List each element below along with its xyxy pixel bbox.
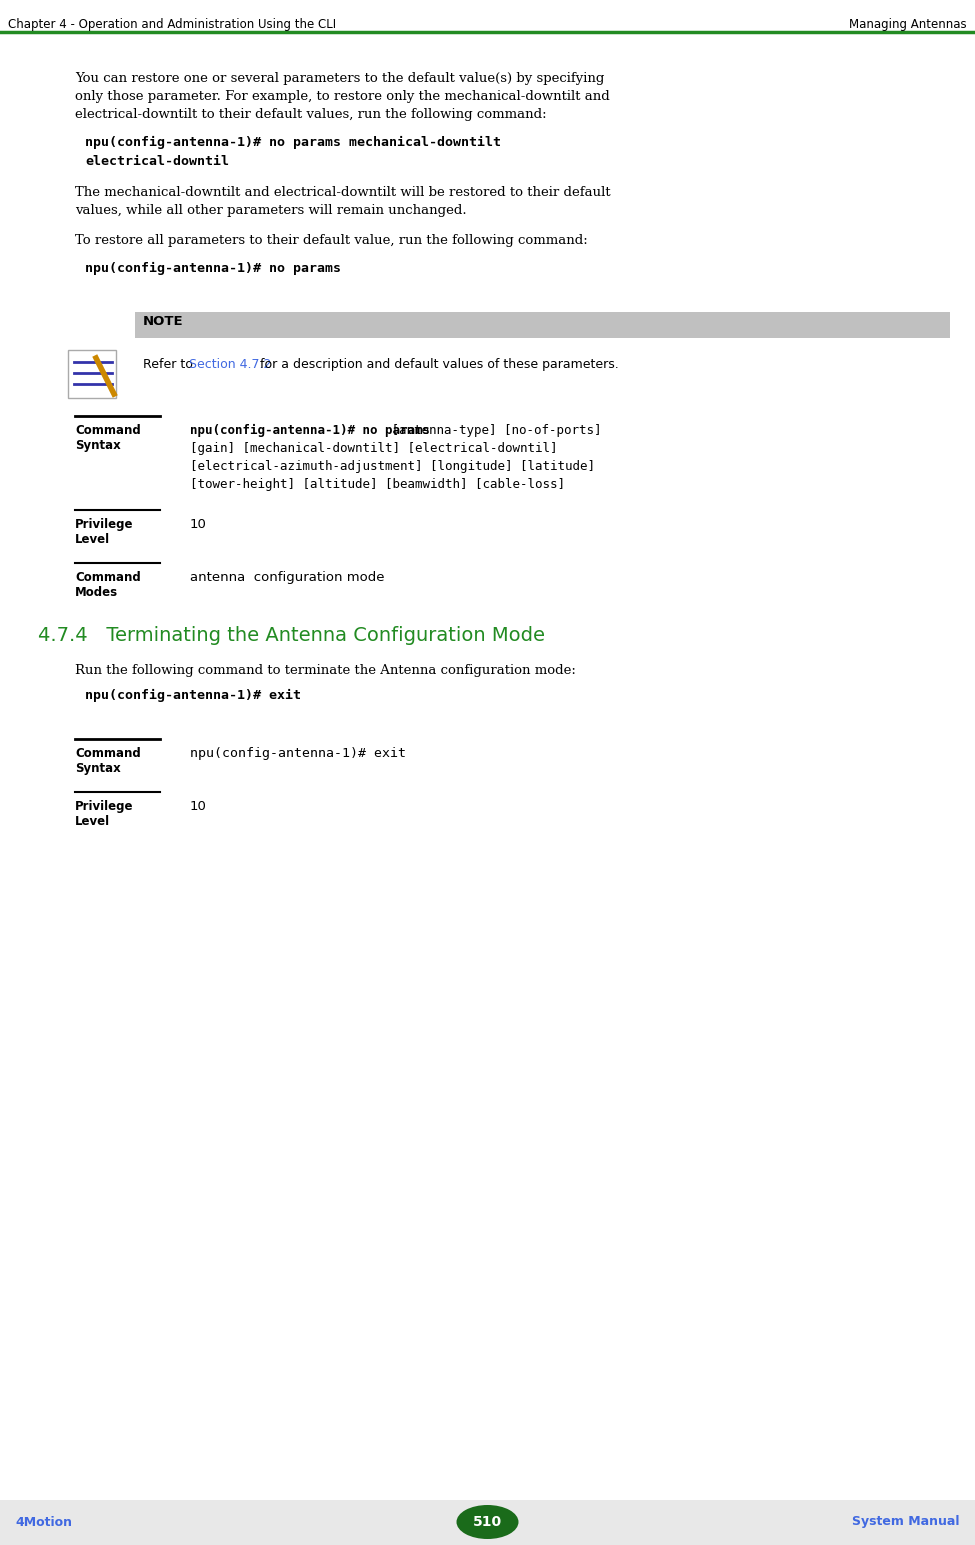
Ellipse shape — [456, 1505, 519, 1539]
Text: The mechanical-downtilt and electrical-downtilt will be restored to their defaul: The mechanical-downtilt and electrical-d… — [75, 185, 610, 199]
Text: npu(config-antenna-1)# no params: npu(config-antenna-1)# no params — [85, 263, 341, 275]
Text: [tower-height] [altitude] [beamwidth] [cable-loss]: [tower-height] [altitude] [beamwidth] [c… — [190, 477, 565, 491]
Text: [antenna-type] [no-of-ports]: [antenna-type] [no-of-ports] — [383, 423, 602, 437]
Text: System Manual: System Manual — [852, 1516, 960, 1528]
Text: Run the following command to terminate the Antenna configuration mode:: Run the following command to terminate t… — [75, 664, 576, 677]
Text: values, while all other parameters will remain unchanged.: values, while all other parameters will … — [75, 204, 467, 216]
Text: 10: 10 — [190, 800, 207, 813]
Text: for a description and default values of these parameters.: for a description and default values of … — [256, 358, 619, 371]
Text: Chapter 4 - Operation and Administration Using the CLI: Chapter 4 - Operation and Administration… — [8, 19, 336, 31]
Text: 510: 510 — [473, 1516, 502, 1530]
Text: 4.7.4   Terminating the Antenna Configuration Mode: 4.7.4 Terminating the Antenna Configurat… — [38, 626, 545, 644]
Text: npu(config-antenna-1)# no params mechanical-downtilt: npu(config-antenna-1)# no params mechani… — [85, 136, 501, 148]
Text: To restore all parameters to their default value, run the following command:: To restore all parameters to their defau… — [75, 233, 588, 247]
Text: You can restore one or several parameters to the default value(s) by specifying: You can restore one or several parameter… — [75, 73, 605, 85]
Text: Command
Syntax: Command Syntax — [75, 746, 140, 776]
Text: Privilege
Level: Privilege Level — [75, 800, 134, 828]
Text: 4Motion: 4Motion — [15, 1516, 72, 1528]
Text: Command
Modes: Command Modes — [75, 572, 140, 599]
Bar — [68, 351, 116, 399]
Text: Refer to: Refer to — [143, 358, 197, 371]
Text: npu(config-antenna-1)# exit: npu(config-antenna-1)# exit — [190, 746, 406, 760]
Text: NOTE: NOTE — [143, 315, 183, 328]
Text: Managing Antennas: Managing Antennas — [849, 19, 967, 31]
Text: antenna  configuration mode: antenna configuration mode — [190, 572, 384, 584]
Text: electrical-downtilt to their default values, run the following command:: electrical-downtilt to their default val… — [75, 108, 547, 121]
Text: Privilege
Level: Privilege Level — [75, 518, 134, 545]
Text: [gain] [mechanical-downtilt] [electrical-downtil]: [gain] [mechanical-downtilt] [electrical… — [190, 442, 558, 454]
Text: npu(config-antenna-1)# exit: npu(config-antenna-1)# exit — [85, 689, 301, 701]
Text: [electrical-azimuth-adjustment] [longitude] [latitude]: [electrical-azimuth-adjustment] [longitu… — [190, 460, 595, 473]
Bar — [0, 1500, 975, 1545]
Text: only those parameter. For example, to restore only the mechanical-downtilt and: only those parameter. For example, to re… — [75, 90, 609, 104]
Bar — [135, 312, 950, 338]
Text: electrical-downtil: electrical-downtil — [85, 154, 229, 168]
Text: Command
Syntax: Command Syntax — [75, 423, 140, 453]
Text: Section 4.7.2: Section 4.7.2 — [189, 358, 272, 371]
Text: npu(config-antenna-1)# no params: npu(config-antenna-1)# no params — [190, 423, 430, 437]
Text: 10: 10 — [190, 518, 207, 531]
